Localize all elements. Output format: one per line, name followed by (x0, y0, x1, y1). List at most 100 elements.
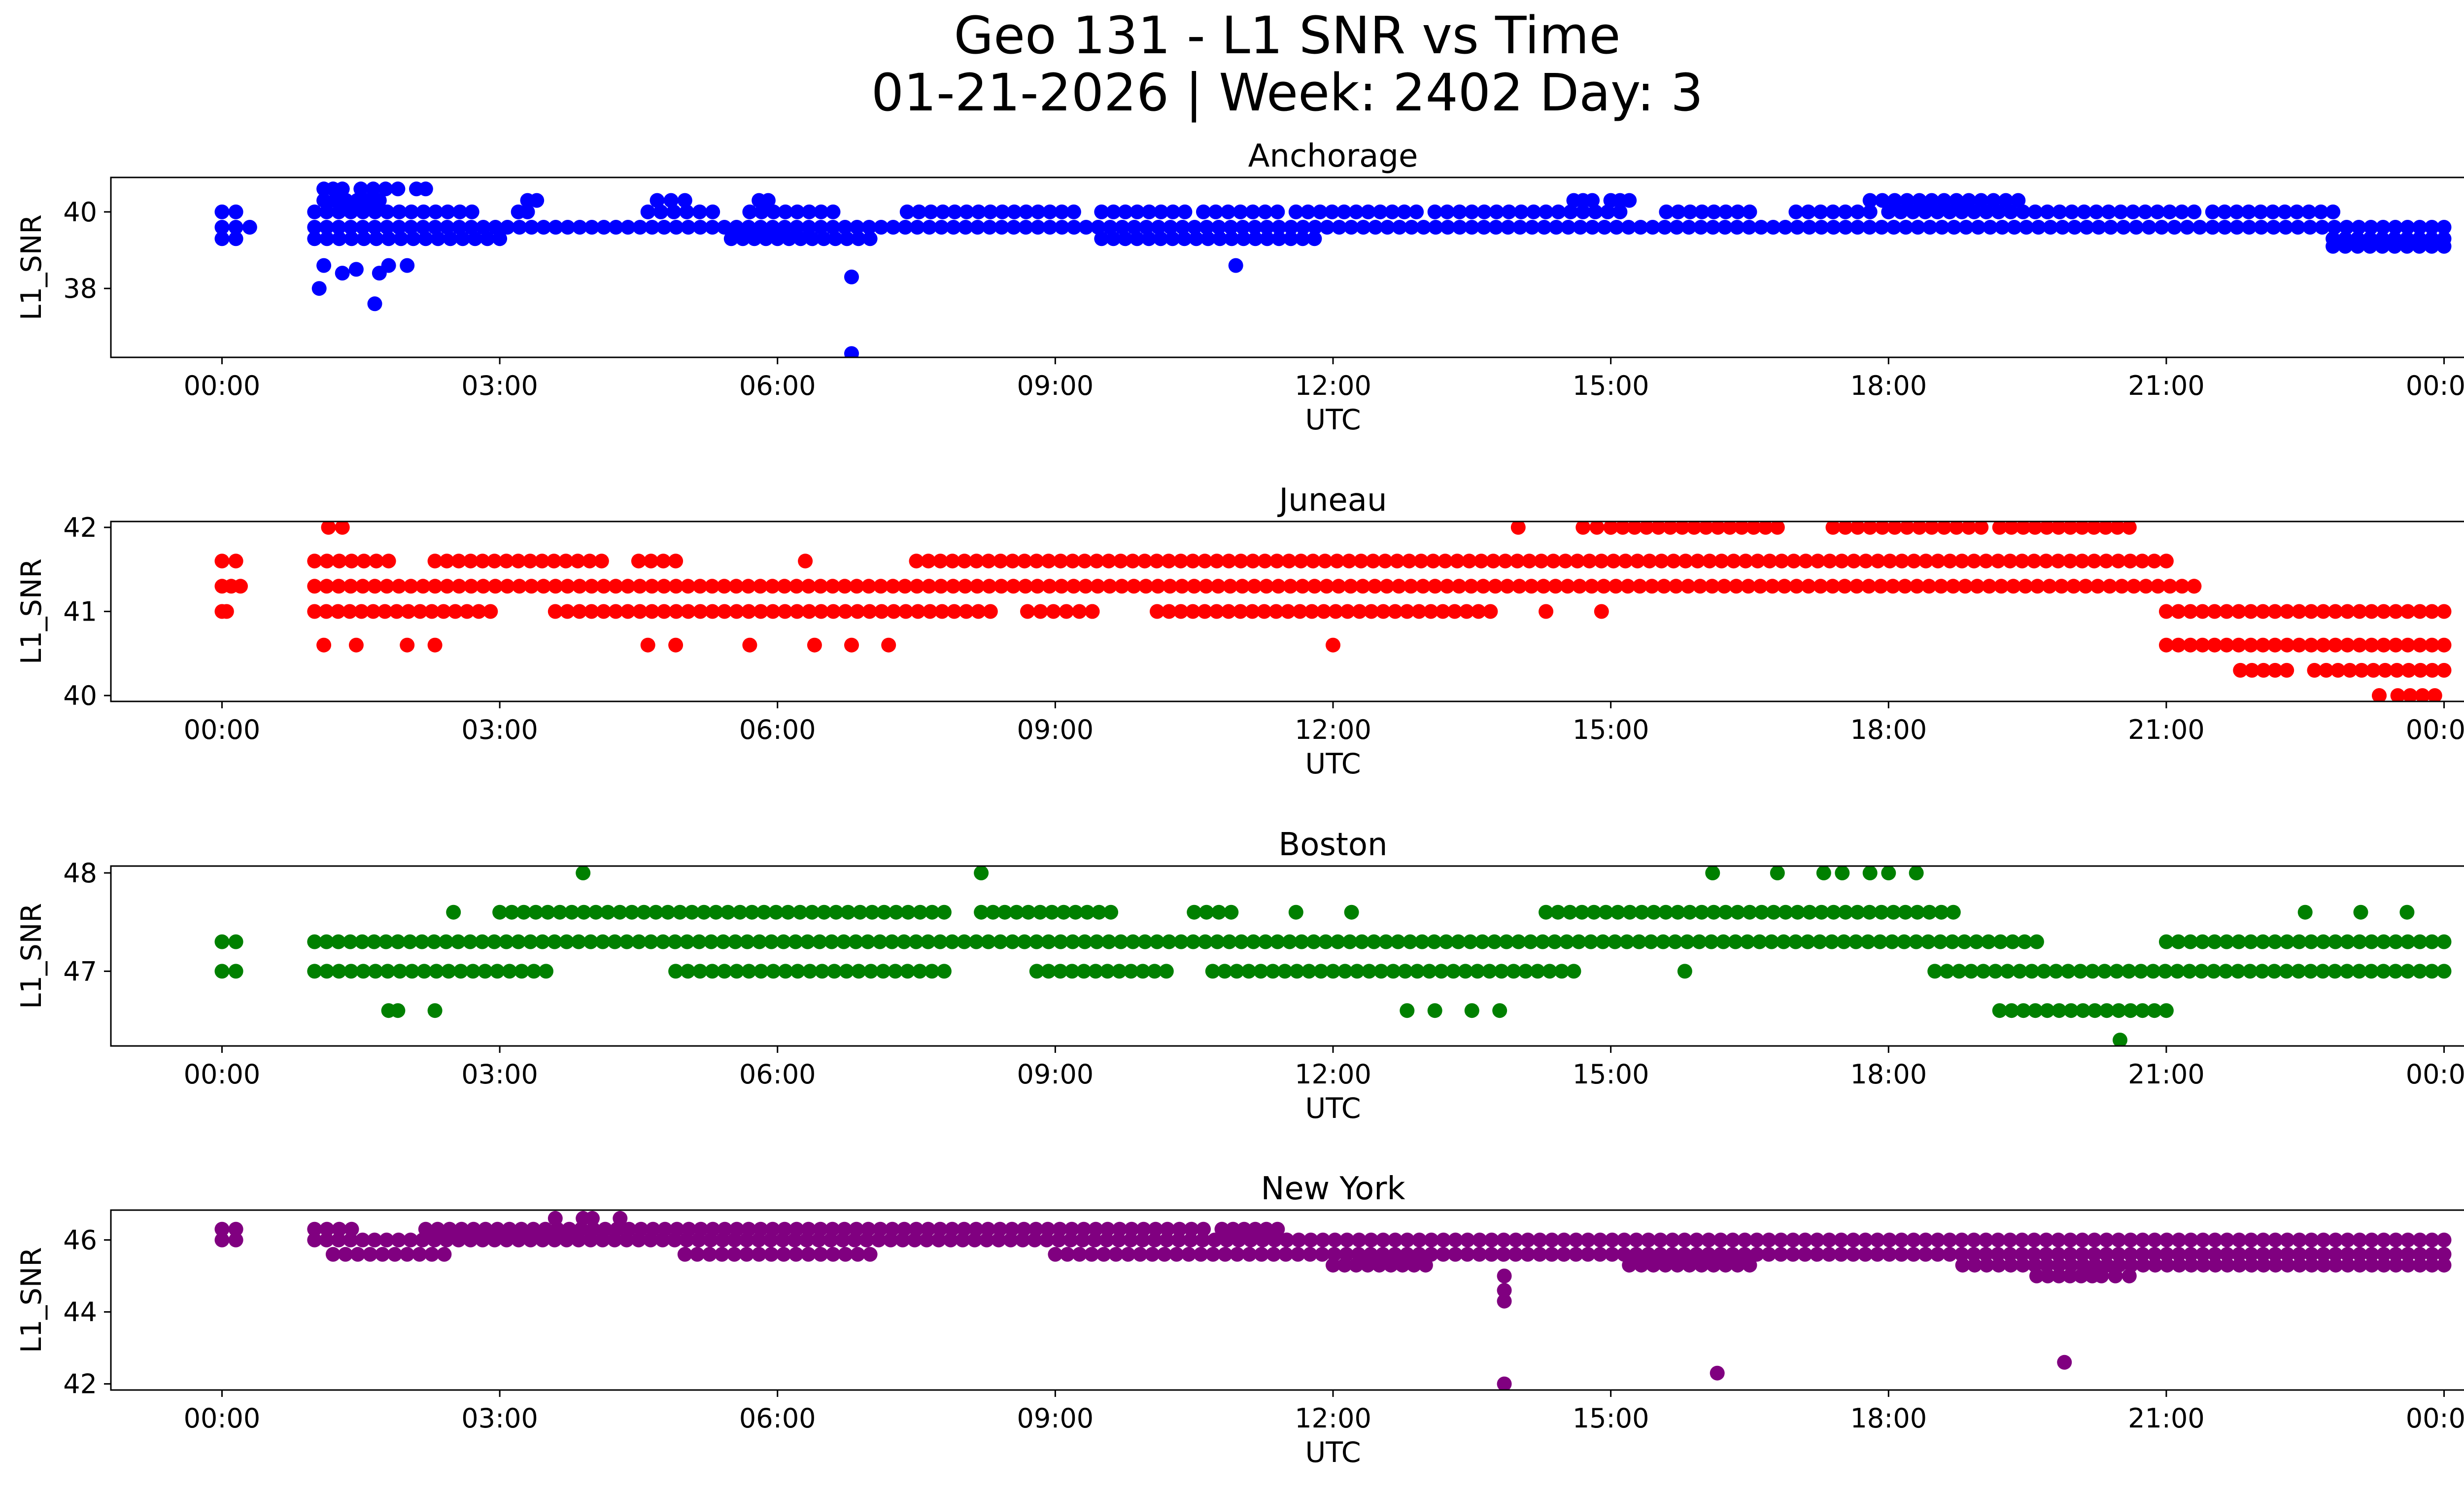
data-point (1584, 579, 1599, 594)
data-point (656, 579, 672, 594)
data-point (1234, 934, 1249, 949)
data-point (1961, 193, 1977, 208)
data-point (1434, 964, 1449, 979)
data-point (492, 904, 508, 920)
data-point-outlier (1288, 904, 1303, 920)
data-point (848, 934, 863, 949)
data-point (2400, 220, 2415, 235)
data-point (1193, 1247, 1208, 1262)
data-point (2054, 579, 2069, 594)
data-point (1259, 220, 1274, 235)
data-point (2412, 637, 2428, 653)
data-point (1277, 964, 1293, 979)
data-point (2340, 1247, 2355, 1262)
data-point (1137, 554, 1152, 569)
data-point (812, 934, 827, 949)
data-point (476, 220, 491, 235)
data-point (1162, 604, 1177, 619)
data-point (1718, 904, 1733, 920)
data-point (1112, 964, 1127, 979)
data-point (1200, 231, 1216, 246)
data-point (2400, 934, 2415, 949)
data-point (2052, 204, 2067, 219)
data-point (559, 934, 574, 949)
data-point (1548, 579, 1563, 594)
data-point (631, 934, 647, 949)
data-point (307, 204, 322, 219)
data-point-outlier (1705, 866, 1720, 880)
data-point (1088, 964, 1103, 979)
data-point (1566, 964, 1581, 979)
data-point (655, 934, 671, 949)
data-point (1476, 220, 1492, 235)
data-point (899, 204, 915, 219)
data-point (343, 579, 358, 594)
data-point (715, 1232, 730, 1248)
data-point (2280, 1257, 2295, 1273)
x-tick-label: 18:00 (1850, 1059, 1927, 1090)
data-point (2436, 220, 2452, 235)
data-point (813, 220, 828, 235)
data-point (1413, 554, 1429, 569)
data-point (1609, 220, 1624, 235)
data-point (1600, 204, 1615, 219)
data-point (1044, 904, 1060, 920)
data-point (1761, 1232, 1777, 1248)
data-point (650, 193, 665, 208)
data-point (319, 1221, 335, 1237)
data-point (1520, 1247, 1535, 1262)
data-point (1367, 934, 1381, 949)
data-point (1615, 522, 1630, 535)
data-point (1957, 934, 1972, 949)
data-point (788, 934, 803, 949)
data-point (1810, 554, 1825, 569)
data-point (2376, 1232, 2392, 1248)
data-point (1993, 934, 2008, 949)
data-point (1159, 1232, 1174, 1248)
data-point (1400, 604, 1415, 619)
data-point (2425, 1257, 2440, 1273)
data-point (1749, 1247, 1764, 1262)
x-tick-label: 18:00 (1850, 370, 1927, 401)
data-point (1737, 1232, 1752, 1248)
data-point (475, 554, 490, 569)
data-point (1682, 1257, 1697, 1273)
x-tick-label: 00:00 (184, 370, 261, 401)
data-point-outlier (548, 1211, 563, 1226)
data-point (1821, 1232, 1837, 1248)
data-point (500, 579, 515, 594)
data-point (228, 231, 243, 246)
data-point (1790, 904, 1805, 920)
data-point (1705, 220, 1720, 235)
data-point (2002, 554, 2018, 569)
data-point (319, 964, 335, 979)
data-point (632, 220, 648, 235)
data-point (2424, 220, 2439, 235)
data-point (2040, 1003, 2055, 1018)
data-point (1514, 204, 1529, 219)
data-point (416, 204, 431, 219)
data-point (1424, 1232, 1439, 1248)
data-point (2327, 964, 2343, 979)
data-point (2292, 934, 2307, 949)
data-point (490, 964, 505, 979)
data-point (1032, 904, 1048, 920)
data-point (2364, 604, 2379, 619)
data-point (2427, 688, 2442, 701)
data-point (307, 934, 322, 949)
data-point (2195, 637, 2210, 653)
data-point (2266, 220, 2281, 235)
data-point (1114, 579, 1129, 594)
data-point-outlier (316, 258, 332, 273)
data-point (539, 964, 553, 979)
data-point (338, 1247, 353, 1262)
data-point (1692, 934, 1707, 949)
data-point (805, 231, 820, 246)
data-point (1436, 1232, 1451, 1248)
data-point (957, 554, 972, 569)
data-point (1838, 904, 1853, 920)
data-point (2049, 964, 2064, 979)
x-tick-label: 03:00 (461, 1403, 538, 1434)
data-point (468, 231, 482, 246)
